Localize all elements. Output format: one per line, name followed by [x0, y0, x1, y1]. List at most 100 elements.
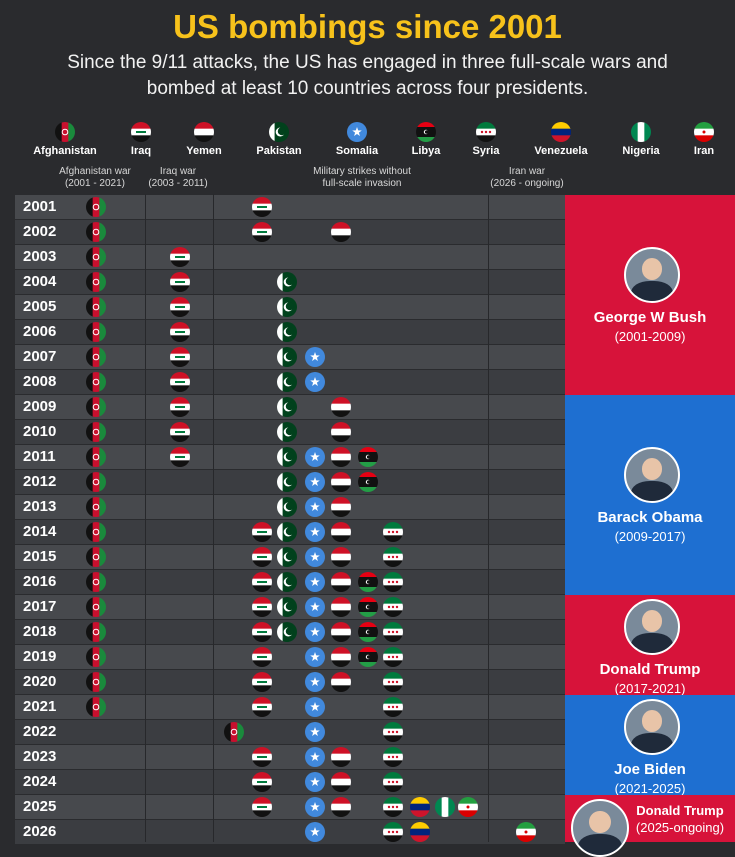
- flag-somalia-2025: [305, 797, 325, 817]
- flag-syria-2014: [383, 522, 403, 542]
- year-label: 2012: [23, 473, 57, 490]
- flag-afghanistan-2016: [86, 572, 106, 592]
- president-name: Joe Biden: [614, 761, 686, 778]
- flag-pakistan-2010: [277, 422, 297, 442]
- flag-syria-2022: [383, 722, 403, 742]
- flag-somalia-2024: [305, 772, 325, 792]
- flag-somalia-2021: [305, 697, 325, 717]
- year-label: 2026: [23, 823, 57, 840]
- table-row: 2022: [15, 720, 565, 744]
- flag-afghanistan-2020: [86, 672, 106, 692]
- president-name: Donald Trump: [636, 803, 724, 818]
- legend-label-somalia: Somalia: [335, 145, 379, 157]
- flag-yemen-2018: [331, 622, 351, 642]
- flag-yemen-2014: [331, 522, 351, 542]
- flag-pakistan-2013: [277, 497, 297, 517]
- flag-syria-2015: [383, 547, 403, 567]
- legend-label-yemen: Yemen: [186, 145, 222, 157]
- flag-afghanistan-2006: [86, 322, 106, 342]
- flag-afghanistan-2014: [86, 522, 106, 542]
- legend-flag-iran: [694, 122, 714, 142]
- president-name: George W Bush: [593, 309, 707, 326]
- year-label: 2010: [23, 423, 57, 440]
- table-row: 2003: [15, 245, 565, 269]
- group-header-3: Iran war (2026 - ongoing): [490, 166, 563, 190]
- flag-iraq-2021: [252, 697, 272, 717]
- flag-yemen-2010: [331, 422, 351, 442]
- flag-afghanistan-2021: [86, 697, 106, 717]
- group-header-sub: (2001 - 2021): [64, 178, 126, 189]
- flag-syria-2018: [383, 622, 403, 642]
- flag-somalia-2017: [305, 597, 325, 617]
- flag-yemen-2020: [331, 672, 351, 692]
- year-label: 2015: [23, 548, 57, 565]
- legend-label-afghanistan: Afghanistan: [33, 145, 97, 157]
- group-header-sub: full-scale invasion: [322, 178, 402, 189]
- group-header-0: Afghanistan war (2001 - 2021): [59, 166, 131, 190]
- year-label: 2007: [23, 348, 57, 365]
- year-label: 2009: [23, 398, 57, 415]
- flag-iraq-2006: [170, 322, 190, 342]
- legend-label-iraq: Iraq: [130, 145, 152, 157]
- flag-iraq-2005: [170, 297, 190, 317]
- flag-yemen-2025: [331, 797, 351, 817]
- year-label: 2025: [23, 798, 57, 815]
- flag-iraq-2011: [170, 447, 190, 467]
- flag-libya-2012: [358, 472, 378, 492]
- flag-iraq-2002: [252, 222, 272, 242]
- flag-somalia-2023: [305, 747, 325, 767]
- flag-iraq-2020: [252, 672, 272, 692]
- flag-syria-2016: [383, 572, 403, 592]
- president-portrait: [624, 599, 680, 655]
- flag-iraq-2016: [252, 572, 272, 592]
- flag-iraq-2024: [252, 772, 272, 792]
- flag-yemen-2012: [331, 472, 351, 492]
- flag-syria-2017: [383, 597, 403, 617]
- flag-syria-2023: [383, 747, 403, 767]
- flag-syria-2024: [383, 772, 403, 792]
- flag-somalia-2020: [305, 672, 325, 692]
- flag-syria-2021: [383, 697, 403, 717]
- flag-afghanistan-2005: [86, 297, 106, 317]
- president-years: (2021-2025): [614, 781, 686, 796]
- president-block: Barack Obama (2009-2017): [565, 395, 735, 595]
- flag-pakistan-2016: [277, 572, 297, 592]
- flag-pakistan-2008: [277, 372, 297, 392]
- legend-flag-somalia: [347, 122, 367, 142]
- flag-somalia-2026: [305, 822, 325, 842]
- legend-flag-venezuela: [551, 122, 571, 142]
- flag-iran-2026: [516, 822, 536, 842]
- year-label: 2003: [23, 248, 57, 265]
- legend-label-libya: Libya: [411, 145, 441, 157]
- group-header-label: Military strikes without: [313, 166, 411, 177]
- year-label: 2022: [23, 723, 57, 740]
- year-label: 2001: [23, 198, 57, 215]
- flag-pakistan-2012: [277, 472, 297, 492]
- flag-syria-2019: [383, 647, 403, 667]
- flag-iraq-2008: [170, 372, 190, 392]
- flag-iraq-2003: [170, 247, 190, 267]
- flag-afghanistan-2011: [86, 447, 106, 467]
- year-label: 2004: [23, 273, 57, 290]
- table-row: 2001: [15, 195, 565, 219]
- legend-label-iran: Iran: [693, 145, 715, 157]
- legend-flags: [55, 122, 714, 142]
- president-name: Donald Trump: [599, 661, 701, 678]
- flag-pakistan-2006: [277, 322, 297, 342]
- flag-venezuela-2026: [410, 822, 430, 842]
- flag-pakistan-2015: [277, 547, 297, 567]
- legend-flag-nigeria: [631, 122, 651, 142]
- year-label: 2005: [23, 298, 57, 315]
- flag-yemen-2011: [331, 447, 351, 467]
- flag-afghanistan-2001: [86, 197, 106, 217]
- flag-syria-2020: [383, 672, 403, 692]
- flag-somalia-2013: [305, 497, 325, 517]
- chart-title: US bombings since 2001: [173, 8, 562, 45]
- flag-pakistan-2007: [277, 347, 297, 367]
- legend-label-syria: Syria: [472, 145, 500, 157]
- flag-pakistan-2017: [277, 597, 297, 617]
- flag-afghanistan-2022: [224, 722, 244, 742]
- flag-iraq-2009: [170, 397, 190, 417]
- flag-afghanistan-2019: [86, 647, 106, 667]
